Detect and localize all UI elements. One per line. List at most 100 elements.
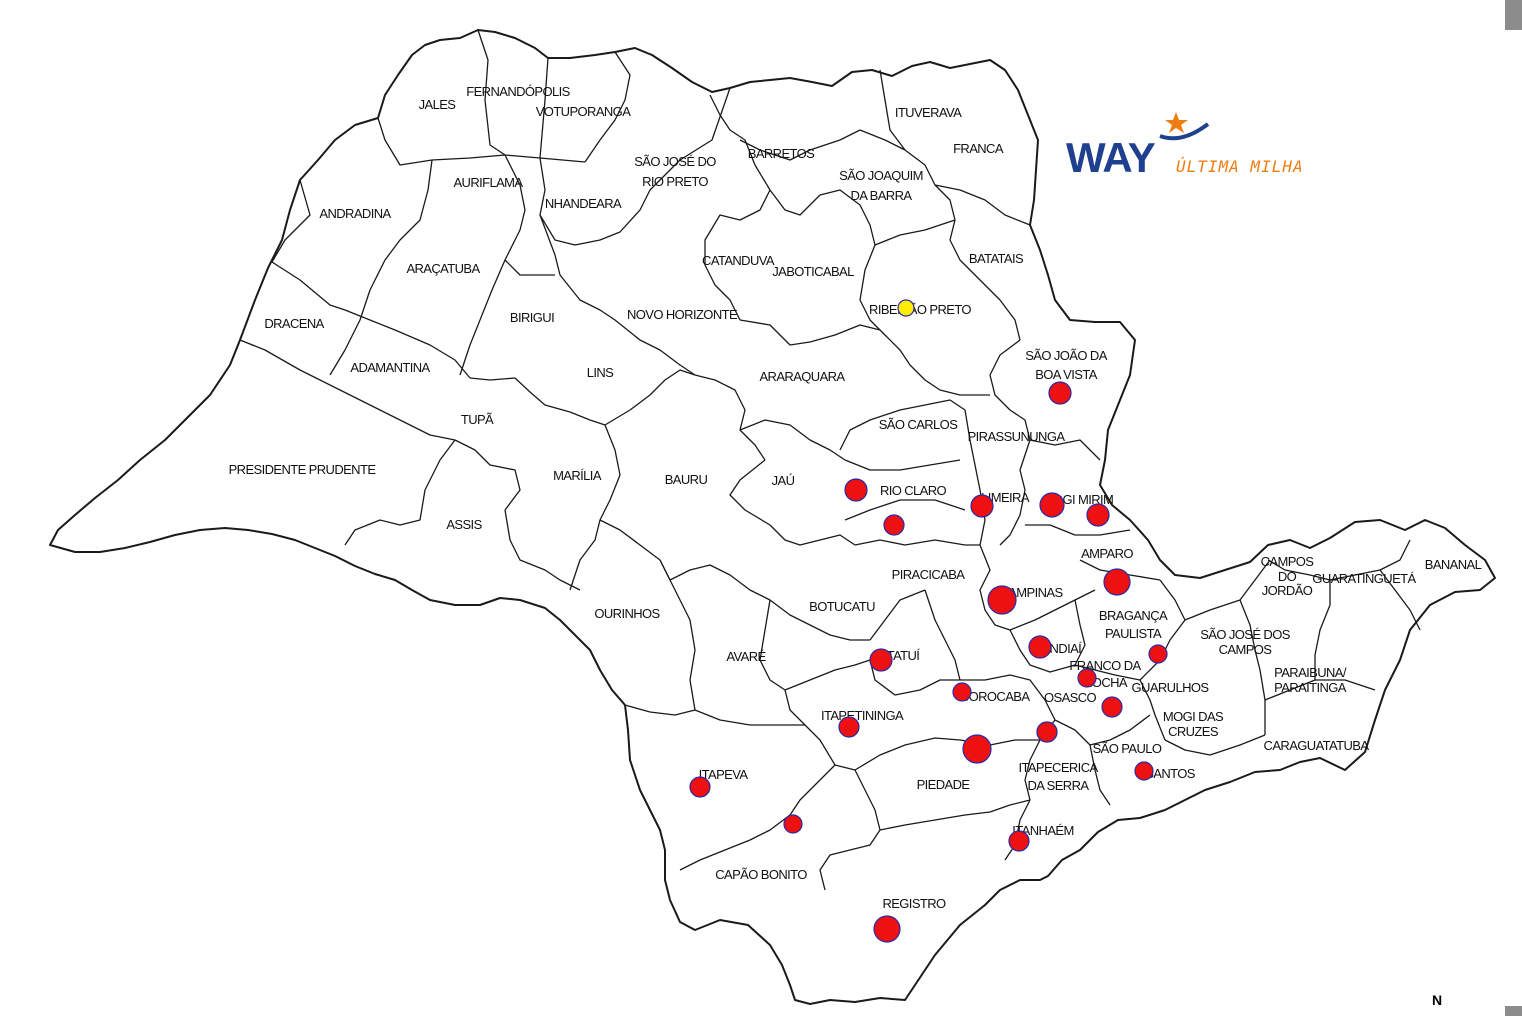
region-label: CAMPOS xyxy=(1219,642,1273,657)
region-label: BAURU xyxy=(665,472,708,487)
region-label: ADAMANTINA xyxy=(350,360,430,375)
region-label: PARAIBUNA/ xyxy=(1274,665,1347,680)
coverage-marker[interactable] xyxy=(869,648,893,672)
region-label: RIBEIRÃO PRETO xyxy=(869,302,971,317)
region-label: ARAÇATUBA xyxy=(406,261,480,276)
compass-north-label: N xyxy=(1432,992,1443,1008)
coverage-marker[interactable] xyxy=(962,734,992,764)
coverage-marker[interactable] xyxy=(1148,644,1168,664)
region-label: TUPÃ xyxy=(461,412,494,427)
coverage-marker[interactable] xyxy=(844,478,868,502)
region-label: BOA VISTA xyxy=(1035,367,1097,382)
region-label: OSASCO xyxy=(1044,690,1097,705)
region-label: JABOTICABAL xyxy=(772,264,854,279)
coverage-marker[interactable] xyxy=(1077,668,1097,688)
coverage-marker[interactable] xyxy=(970,494,994,518)
region-label: NHANDEARA xyxy=(545,196,622,211)
region-label: CATANDUVA xyxy=(702,253,775,268)
coverage-marker[interactable] xyxy=(838,716,860,738)
region-label: PIRASSUNUNGA xyxy=(968,429,1066,444)
region-label: BIRIGUI xyxy=(510,310,554,325)
region-label: SÃO JOSÉ DOS xyxy=(1200,627,1291,642)
coverage-marker[interactable] xyxy=(1103,568,1131,596)
region-label: DO xyxy=(1278,569,1297,584)
region-label: BARRETOS xyxy=(748,146,815,161)
region-label: MOGI DAS xyxy=(1163,709,1224,724)
region-label: CAMPOS xyxy=(1261,554,1315,569)
region-label: TATUÍ xyxy=(887,648,921,663)
coverage-marker[interactable] xyxy=(1134,761,1154,781)
region-label: BANANAL xyxy=(1425,557,1482,572)
region-label: ARARAQUARA xyxy=(759,369,845,384)
region-label: GUARATINGUETÁ xyxy=(1312,571,1416,586)
region-label: AMPARO xyxy=(1081,546,1133,561)
region-label: REGISTRO xyxy=(882,896,946,911)
region-label: VOTUPORANGA xyxy=(536,104,631,119)
region-label: RIO CLARO xyxy=(880,483,947,498)
region-label: OURINHOS xyxy=(594,606,660,621)
region-label: DA SERRA xyxy=(1028,778,1090,793)
coverage-marker[interactable] xyxy=(1036,721,1058,743)
hq-marker[interactable] xyxy=(897,299,915,317)
region-label: AVARÉ xyxy=(726,649,766,664)
region-label: SÃO JOAQUIM xyxy=(839,168,923,183)
scrollbar-bottom[interactable] xyxy=(1505,1006,1522,1016)
region-label: AURIFLAMA xyxy=(453,175,523,190)
logo-wordmark: WAY xyxy=(1066,134,1156,181)
region-label: FRANCO DA xyxy=(1069,658,1141,673)
region-label: NOVO HORIZONTE xyxy=(627,307,738,322)
region-label: SÃO CARLOS xyxy=(879,417,958,432)
region-label: PAULISTA xyxy=(1105,626,1162,641)
region-label: SÃO JOSÉ DO xyxy=(634,154,716,169)
region-borders xyxy=(239,29,1421,891)
region-label: PIEDADE xyxy=(917,777,971,792)
region-label: ITAPETININGA xyxy=(821,708,904,723)
region-label: DRACENA xyxy=(264,316,324,331)
coverage-marker[interactable] xyxy=(1039,492,1065,518)
region-label: LINS xyxy=(587,365,614,380)
region-label: BATATAIS xyxy=(969,251,1024,266)
region-label: LIMEIRA xyxy=(981,490,1030,505)
region-label: CAPÃO BONITO xyxy=(715,867,807,882)
scrollbar-top[interactable] xyxy=(1505,0,1522,30)
state-outline xyxy=(49,29,1496,1005)
region-label: SÃO JOÃO DA xyxy=(1025,348,1107,363)
region-label: PRESIDENTE PRUDENTE xyxy=(229,462,377,477)
region-label: JORDÃO xyxy=(1262,583,1313,598)
region-label: BRAGANÇA xyxy=(1099,608,1168,623)
logo-tagline: ÚLTIMA MILHA xyxy=(1176,157,1304,176)
region-label: JALES xyxy=(419,97,457,112)
region-label: FERNANDÓPOLIS xyxy=(466,84,570,99)
region-label: ITANHAÉM xyxy=(1012,823,1073,838)
region-label: ITUVERAVA xyxy=(895,105,962,120)
star-swoosh-icon xyxy=(1158,110,1214,142)
coverage-marker[interactable] xyxy=(1086,503,1110,527)
coverage-marker[interactable] xyxy=(952,682,972,702)
region-label: CARAGUATATUBA xyxy=(1264,738,1370,753)
coverage-marker[interactable] xyxy=(1101,696,1123,718)
region-label: GUARULHOS xyxy=(1132,680,1210,695)
coverage-marker[interactable] xyxy=(1028,635,1052,659)
region-label: PARAITINGA xyxy=(1274,680,1347,695)
coverage-marker[interactable] xyxy=(689,776,711,798)
coverage-marker[interactable] xyxy=(1048,381,1072,405)
region-label: ITAPEVA xyxy=(699,767,749,782)
region-label: ITAPECERICA xyxy=(1018,760,1098,775)
region-label: ANDRADINA xyxy=(319,206,391,221)
coverage-marker[interactable] xyxy=(883,514,905,536)
coverage-markers xyxy=(689,299,1168,943)
coverage-marker[interactable] xyxy=(1008,830,1030,852)
region-label: JAÚ xyxy=(772,473,795,488)
coverage-marker[interactable] xyxy=(783,814,803,834)
region-labels: JALES FERNANDÓPOLIS VOTUPORANGA SÃO JOSÉ… xyxy=(229,84,1483,911)
region-label: DA BARRA xyxy=(851,188,913,203)
coverage-marker[interactable] xyxy=(987,585,1017,615)
region-label: SOROCABA xyxy=(961,689,1031,704)
coverage-marker[interactable] xyxy=(873,915,901,943)
region-label: SANTOS xyxy=(1145,766,1196,781)
region-label: BOTUCATU xyxy=(809,599,875,614)
region-label: CRUZES xyxy=(1168,724,1219,739)
region-label: RIO PRETO xyxy=(642,174,708,189)
